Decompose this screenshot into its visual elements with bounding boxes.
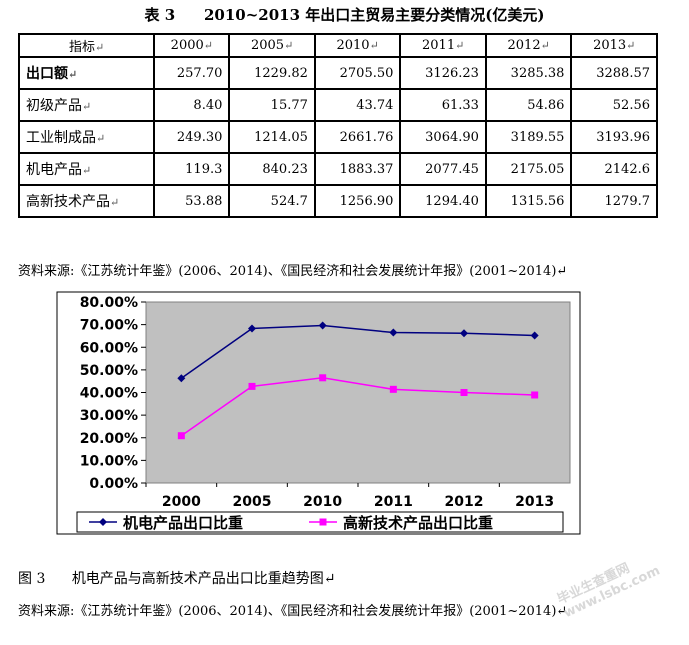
table-row: 初级产品↵ 8.40 15.77 43.74 61.33 54.86 52.56	[17, 88, 658, 122]
series-line-1	[180, 324, 535, 379]
data-point-square	[460, 389, 468, 396]
data-point-diamond	[460, 329, 468, 338]
table-cell: 1294.40	[399, 184, 487, 218]
y-tick-label: 80.00%	[80, 295, 138, 311]
table-cell: 3189.55	[484, 120, 573, 154]
table-cell: 3288.57	[570, 56, 658, 90]
data-point-diamond	[389, 328, 398, 337]
data-point-square	[319, 374, 327, 382]
table-cell: 52.56	[570, 88, 658, 122]
data-point-diamond	[177, 374, 186, 383]
header-cell: 2012↵	[484, 33, 573, 58]
y-tick-label: 40.00%	[80, 386, 138, 402]
header-cell: 2010↵	[313, 33, 402, 58]
table-cell: 3064.90	[399, 120, 487, 154]
header-cell: 2011↵	[399, 33, 487, 58]
table-cell: 840.23	[228, 152, 316, 186]
table-cell: 3285.38	[484, 56, 573, 90]
row-label: 出口额↵	[17, 56, 156, 90]
table-cell: 2705.50	[313, 56, 402, 90]
data-point-square	[389, 385, 397, 393]
table-cell: 257.70	[153, 56, 231, 90]
table-cell: 249.30	[153, 120, 231, 154]
table-cell: 2661.76	[313, 120, 402, 154]
header-cell: 2000↵	[153, 33, 231, 58]
table-row: 机电产品↵ 119.3 840.23 1883.37 2077.45 2175.…	[17, 152, 658, 186]
header-cell: 2013↵	[570, 33, 658, 58]
export-share-chart: 0.00% 10.00% 20.00% 30.00% 40.00% 50.00% 60.00…	[56, 291, 581, 535]
row-label: 高新技术产品↵	[17, 184, 156, 218]
x-tick-label: 2005	[233, 494, 272, 510]
table-cell: 1279.7	[570, 184, 658, 218]
legend-marker	[319, 518, 327, 526]
data-point-square	[248, 382, 256, 390]
source-note-top: 资料来源:《江苏统计年鉴》(2006、2014)、《国民经济和社会发展统计年报》…	[18, 264, 568, 279]
export-data-table: 指标↵ 2000↵ 2005↵ 2010↵ 2011↵ 2012↵ 2013↵ …	[17, 33, 658, 218]
x-tick-label: 2011	[374, 494, 413, 510]
source-note-bottom: 资料来源:《江苏统计年鉴》(2006、2014)、《国民经济和社会发展统计年报》…	[18, 604, 568, 619]
figure-caption: 图 3 机电产品与高新技术产品出口比重趋势图↵	[18, 568, 336, 588]
header-cell: 2005↵	[228, 33, 316, 58]
figure-label: 图 3	[18, 571, 46, 587]
table-cell: 3126.23	[399, 56, 487, 90]
data-point-diamond	[248, 324, 256, 333]
table-cell: 1229.82	[228, 56, 316, 90]
row-label: 工业制成品↵	[17, 120, 156, 154]
y-tick-label: 0.00%	[89, 476, 138, 492]
table-row: 工业制成品↵ 249.30 1214.05 2661.76 3064.90 31…	[17, 120, 658, 154]
table-cell: 3193.96	[570, 120, 658, 154]
table-cell: 53.88	[153, 184, 231, 218]
table-cell: 2142.6	[570, 152, 658, 186]
x-tick-label: 2013	[515, 494, 554, 510]
data-point-diamond	[318, 321, 327, 330]
y-tick-label: 20.00%	[80, 431, 138, 447]
row-label: 机电产品↵	[17, 152, 156, 186]
y-tick-label: 70.00%	[80, 318, 138, 334]
x-tick-label: 2000	[162, 494, 201, 510]
table-cell: 61.33	[399, 88, 487, 122]
table-row: 高新技术产品↵ 53.88 524.7 1256.90 1294.40 1315…	[17, 184, 658, 218]
data-point-square	[531, 391, 539, 399]
y-tick-label: 60.00%	[80, 340, 138, 356]
table-cell: 524.7	[228, 184, 316, 218]
table-cell: 8.40	[153, 88, 231, 122]
table-cell: 2175.05	[484, 152, 573, 186]
table-cell: 1883.37	[313, 152, 402, 186]
table-cell: 1256.90	[313, 184, 402, 218]
table-header-row: 指标↵ 2000↵ 2005↵ 2010↵ 2011↵ 2012↵ 2013↵	[17, 33, 658, 58]
legend-label: 高新技术产品出口比重	[343, 514, 493, 532]
header-cell: 指标↵	[17, 33, 156, 58]
data-point-diamond	[530, 331, 539, 340]
legend-label: 机电产品出口比重	[123, 514, 243, 532]
row-label: 初级产品↵	[17, 88, 156, 122]
x-tick-label: 2012	[445, 494, 484, 510]
table-cell: 15.77	[228, 88, 316, 122]
plot-area	[145, 301, 571, 484]
y-tick-label: 10.00%	[80, 453, 138, 469]
series-line-2	[180, 377, 535, 437]
table-cell: 2077.45	[399, 152, 487, 186]
table-cell: 54.86	[484, 88, 573, 122]
legend-marker	[99, 518, 107, 526]
figure-caption-text: 机电产品与高新技术产品出口比重趋势图↵	[71, 571, 336, 587]
table-label: 表 3	[144, 6, 176, 24]
table-cell: 119.3	[153, 152, 231, 186]
x-tick-label: 2010	[303, 494, 342, 510]
table-title-text: 2010~2013 年出口主贸易主要分类情况(亿美元)	[203, 6, 545, 24]
table-title: 表 3 2010~2013 年出口主贸易主要分类情况(亿美元)	[0, 4, 689, 25]
table-cell: 1315.56	[484, 184, 573, 218]
table-cell: 43.74	[313, 88, 402, 122]
data-point-square	[177, 432, 185, 440]
table-row: 出口额↵ 257.70 1229.82 2705.50 3126.23 3285…	[17, 56, 658, 90]
y-tick-label: 50.00%	[80, 363, 138, 379]
y-tick-label: 30.00%	[80, 408, 138, 424]
table-cell: 1214.05	[228, 120, 316, 154]
